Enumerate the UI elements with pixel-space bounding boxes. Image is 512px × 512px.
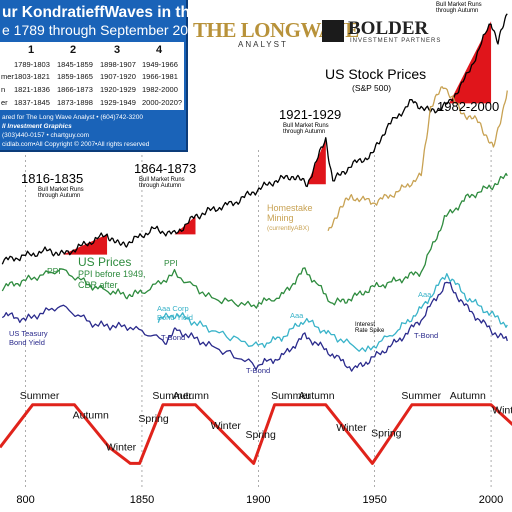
period-label: 1864-1873 bbox=[134, 161, 197, 176]
season-label: Autumn bbox=[450, 390, 486, 402]
longwave-logo-sub: ANALYST bbox=[238, 40, 288, 49]
homestake-label: Homestake Mining bbox=[267, 203, 313, 223]
season-label: Summer bbox=[20, 390, 60, 402]
season-label: Summer bbox=[401, 390, 441, 402]
table-cell: 1873-1898 bbox=[57, 98, 93, 107]
period-label: 1921-1929 bbox=[279, 107, 342, 122]
season-label: Summer bbox=[271, 390, 311, 402]
season-label: Spring bbox=[371, 428, 402, 440]
series-line bbox=[1, 281, 508, 372]
season-label: Summer bbox=[152, 390, 192, 402]
season-label: Winter bbox=[106, 441, 137, 453]
x-tick-label: 1850 bbox=[130, 494, 154, 506]
table-cell: 1859-1865 bbox=[57, 72, 93, 81]
table-cell: 1929-1949 bbox=[100, 98, 136, 107]
table-cell: 1949-1966 bbox=[142, 60, 178, 69]
header-subtitle: e 1789 through September 2007 bbox=[2, 22, 204, 38]
row-prefix: er bbox=[1, 98, 8, 107]
ppi-label: PPI bbox=[164, 258, 178, 268]
season-label: Spring bbox=[245, 429, 276, 441]
table-cell: 1803-1821 bbox=[14, 72, 50, 81]
aaa-label: Aaa bbox=[290, 311, 304, 320]
series-line bbox=[327, 86, 508, 232]
season-label: Winter bbox=[211, 420, 242, 432]
treasury-label: US Teasury Bond Yield bbox=[9, 329, 48, 347]
table-col-header: 3 bbox=[114, 44, 121, 56]
x-tick-label: 1950 bbox=[362, 494, 386, 506]
series-line bbox=[1, 172, 508, 309]
row-prefix: mer bbox=[1, 72, 14, 81]
table-cell: 1907-1920 bbox=[100, 72, 136, 81]
credit-line: (303)440-0157 • chartguy.com bbox=[2, 132, 90, 139]
aaa-label: Aaa Corp Bond Yield bbox=[157, 304, 193, 322]
aaa-label: Aaa bbox=[418, 290, 432, 299]
period-label: 1982-2000 bbox=[437, 99, 500, 114]
tbond-label: T-Bond bbox=[414, 331, 439, 340]
table-cell: 1821-1836 bbox=[14, 85, 50, 94]
homestake-sub: (currentlyABX) bbox=[267, 225, 310, 232]
table-cell: 1837-1845 bbox=[14, 98, 50, 107]
bolder-logo-sub: INVESTMENT PARTNERS bbox=[350, 38, 442, 44]
bull-run-wedge bbox=[62, 234, 108, 255]
table-cell: 1866-1873 bbox=[57, 85, 93, 94]
season-label: Winter bbox=[336, 422, 367, 434]
period-note: Bull Market Runs through Autumn bbox=[436, 2, 482, 14]
period-note: Bull Market Runs through Autumn bbox=[139, 177, 185, 189]
credit-line: cidlab.com•All Copyright © 2007•All righ… bbox=[2, 141, 150, 148]
us-prices-sub: PPI before 1949, CBR after bbox=[78, 269, 146, 290]
season-label: Autumn bbox=[73, 410, 109, 422]
stock-title: US Stock Prices bbox=[325, 66, 427, 82]
table-cell: 1845-1859 bbox=[57, 60, 93, 69]
table-col-header: 2 bbox=[70, 44, 77, 56]
seasons-line bbox=[0, 403, 512, 465]
table-col-header: 4 bbox=[156, 44, 163, 56]
tbond-label: T-Bond bbox=[161, 333, 186, 342]
credit-line: ll Investment Graphics bbox=[2, 123, 72, 130]
x-tick-label: 2000 bbox=[479, 494, 503, 506]
season-label: Autumn bbox=[173, 390, 209, 402]
x-tick-label: 800 bbox=[16, 494, 34, 506]
series-line bbox=[157, 273, 508, 353]
table-col-header: 1 bbox=[28, 44, 35, 56]
bolder-logo-mark bbox=[322, 20, 344, 42]
series-line bbox=[1, 13, 508, 265]
table-cell: 2000-2020? bbox=[142, 98, 183, 107]
table-cell: 1966-1981 bbox=[142, 72, 178, 81]
bull-run-wedge bbox=[449, 21, 492, 104]
table-cell: 1920-1929 bbox=[100, 85, 136, 94]
wave-table: 1 2 3 4 mer n er 1789-1803 1845-1859 189… bbox=[0, 42, 184, 110]
us-prices-label: US Prices bbox=[78, 255, 132, 269]
table-cell: 1982-2000 bbox=[142, 85, 178, 94]
header-panel: ur KondratieffWaves in the US e 1789 thr… bbox=[0, 0, 224, 152]
tbond-label: T-Bond bbox=[246, 366, 271, 375]
header-title: ur KondratieffWaves in the US bbox=[2, 4, 225, 21]
credit-line: ared for The Long Wave Analyst • (604)74… bbox=[2, 114, 144, 121]
table-cell: 1898-1907 bbox=[100, 60, 136, 69]
stock-subtitle: (S&P 500) bbox=[352, 83, 392, 93]
season-label: Autumn bbox=[298, 390, 334, 402]
period-note: Bull Market Runs through Autumn bbox=[38, 187, 84, 199]
rate-spike-label: Interest Rate Spike bbox=[355, 322, 385, 334]
x-tick-label: 1900 bbox=[246, 494, 270, 506]
table-cell: 1789-1803 bbox=[14, 60, 50, 69]
period-note: Bull Market Runs through Autumn bbox=[283, 123, 329, 135]
season-label: Winter bbox=[492, 405, 512, 417]
bolder-logo: BOLDER bbox=[348, 18, 429, 39]
season-label: Spring bbox=[138, 413, 169, 425]
row-prefix: n bbox=[1, 85, 6, 94]
period-label: 1816-1835 bbox=[21, 171, 84, 186]
ppi-label: PPI bbox=[47, 266, 61, 276]
